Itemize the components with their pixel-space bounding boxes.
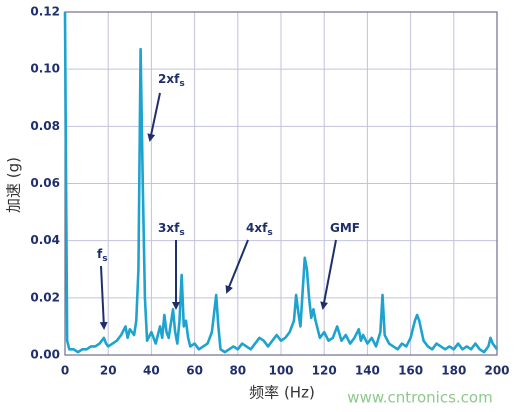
annotation-subscript: s — [102, 254, 107, 264]
x-tick-label: 80 — [229, 364, 246, 378]
annotation-subscript: s — [179, 79, 184, 89]
x-tick-label: 20 — [100, 364, 117, 378]
x-tick-label: 180 — [441, 364, 466, 378]
y-tick-label: 0.08 — [30, 119, 60, 133]
y-tick-label: 0.10 — [30, 62, 60, 76]
annotation-arrow — [147, 92, 161, 142]
x-tick-label: 160 — [398, 364, 423, 378]
x-tick-label: 140 — [355, 364, 380, 378]
y-tick-label: 0.02 — [30, 290, 60, 304]
x-axis-label: 频率 (Hz) — [249, 384, 315, 402]
spectrum-line — [63, 11, 499, 354]
y-tick-label: 0.06 — [30, 176, 60, 190]
y-tick-label: 0.12 — [30, 5, 60, 19]
annotation: 2xfs — [158, 72, 185, 89]
x-tick-label: 0 — [61, 364, 69, 378]
x-tick-label: 200 — [484, 364, 509, 378]
annotation-text: f — [97, 247, 103, 261]
annotation: fs — [97, 247, 108, 264]
y-tick-label: 0.00 — [30, 348, 60, 362]
watermark: www.cntronics.com — [347, 389, 492, 407]
x-tick-label: 100 — [268, 364, 293, 378]
annotation: 3xfs — [158, 221, 185, 238]
annotation: 4xfs — [246, 221, 273, 238]
annotation-arrow — [320, 239, 337, 310]
x-tick-label: 60 — [186, 364, 203, 378]
annotation-text: GMF — [330, 221, 360, 235]
annotation-text: 2xf — [158, 72, 180, 86]
annotation-text: 4xf — [246, 221, 268, 235]
annotation-subscript: s — [179, 228, 184, 238]
annotation-text: 3xf — [158, 221, 180, 235]
annotation-subscript: s — [267, 228, 272, 238]
y-tick-label: 0.04 — [30, 233, 60, 247]
x-tick-label: 40 — [143, 364, 160, 378]
annotation-arrow — [99, 265, 108, 330]
x-tick-label: 120 — [312, 364, 337, 378]
y-axis-label: 加速 (g) — [5, 157, 23, 213]
annotation-arrow — [225, 239, 249, 294]
annotation: GMF — [330, 221, 360, 235]
